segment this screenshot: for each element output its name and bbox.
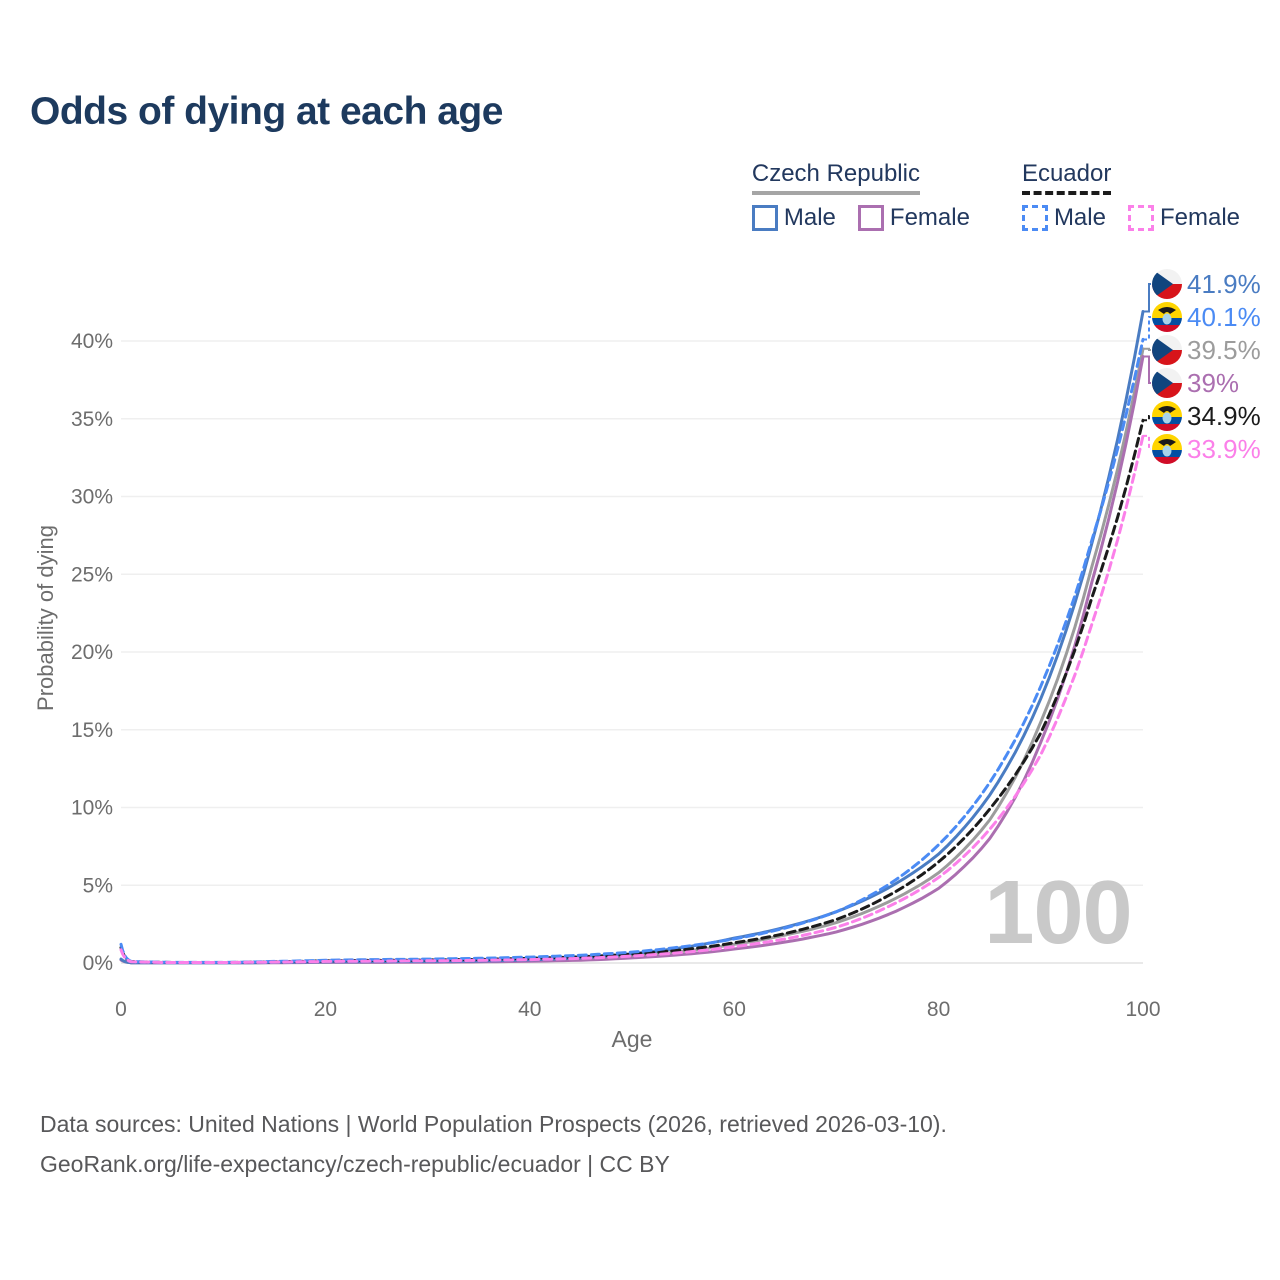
legend-label: Male [783, 204, 836, 231]
footer-attribution: GeoRank.org/life-expectancy/czech-republ… [40, 1151, 670, 1177]
legend-item-ecuador-male[interactable]: Male [1021, 204, 1106, 232]
end-value-label: 40.1% [1187, 302, 1261, 332]
page-title: Odds of dying at each age [30, 90, 503, 133]
czech-flag-icon [1152, 269, 1182, 299]
x-tick-label: 20 [314, 998, 337, 1021]
end-value-label: 39.5% [1187, 335, 1261, 365]
ecuador-flag-icon [1152, 302, 1182, 332]
legend-country-ecuador: Ecuador [1021, 160, 1112, 195]
legend-label: Male [1053, 204, 1106, 231]
czech-flag-icon [1152, 368, 1182, 398]
x-axis-title: Age [611, 1026, 653, 1052]
ecuador-male-swatch-icon [1021, 205, 1048, 231]
legend-group-ecuador: Ecuador Male Female [1021, 160, 1240, 232]
czech-male-swatch-icon [751, 205, 778, 231]
end-label-connector [1143, 415, 1151, 422]
end-label-connector [1143, 355, 1151, 384]
end-value-label: 39% [1187, 368, 1239, 398]
x-tick-label: 80 [927, 998, 950, 1021]
end-value-label: 34.9% [1187, 401, 1261, 431]
y-tick-label: 25% [71, 563, 113, 586]
legend-item-ecuador-female[interactable]: Female [1127, 204, 1240, 232]
czech-flag-icon [1152, 335, 1182, 365]
legend-label: Female [889, 204, 970, 231]
czech-female-swatch-icon [857, 205, 884, 231]
y-tick-label: 10% [71, 797, 113, 820]
ecuador-flag-icon [1152, 434, 1182, 464]
y-tick-label: 5% [83, 874, 113, 897]
hover-age-watermark: 100 [984, 863, 1132, 963]
end-value-label: 41.9% [1187, 269, 1261, 299]
ecuador-female-swatch-icon [1127, 205, 1154, 231]
y-tick-label: 35% [71, 408, 113, 431]
x-tick-label: 100 [1125, 998, 1160, 1021]
end-label-connector [1143, 316, 1151, 341]
x-tick-label: 40 [518, 998, 541, 1021]
y-tick-label: 40% [71, 330, 113, 353]
legend-item-czech-female[interactable]: Female [857, 204, 970, 232]
legend-item-czech-male[interactable]: Male [751, 204, 836, 232]
legend: Czech Republic Male Female Ecuador Male … [751, 160, 1240, 232]
y-axis-title: Probability of dying [33, 525, 58, 711]
y-tick-label: 0% [83, 952, 113, 975]
legend-label: Female [1159, 204, 1240, 231]
y-tick-label: 30% [71, 486, 113, 509]
legend-group-czech-republic: Czech Republic Male Female [751, 160, 970, 232]
y-tick-label: 15% [71, 719, 113, 742]
y-tick-label: 20% [71, 641, 113, 664]
end-label-connector [1143, 347, 1151, 351]
legend-country-czech-republic: Czech Republic [751, 160, 920, 195]
footer-data-sources: Data sources: United Nations | World Pop… [40, 1111, 947, 1137]
end-value-label: 33.9% [1187, 434, 1261, 464]
x-tick-label: 60 [723, 998, 746, 1021]
x-tick-label: 0 [115, 998, 127, 1021]
end-label-connector [1143, 434, 1151, 450]
series-line-ecuador-female[interactable] [119, 434, 1145, 964]
footer: Data sources: United Nations | World Pop… [40, 1104, 947, 1184]
ecuador-flag-icon [1152, 401, 1182, 431]
end-label-connector [1143, 283, 1151, 313]
